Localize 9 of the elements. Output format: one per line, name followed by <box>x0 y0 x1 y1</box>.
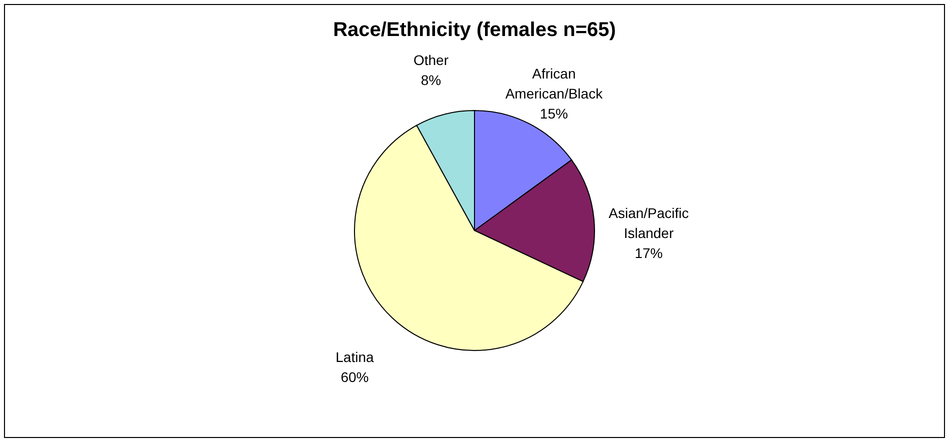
chart-title: Race/Ethnicity (females n=65) <box>333 19 616 41</box>
data-label: 17% <box>634 245 663 262</box>
data-label: 60% <box>340 369 369 386</box>
data-label: 15% <box>540 106 568 122</box>
slice-label: Other <box>413 52 449 68</box>
slice-label: African American/Black <box>505 66 604 102</box>
slice-label: Latina <box>336 349 374 366</box>
data-label: 8% <box>420 72 442 88</box>
slice-label: Asian/Pacific Islander <box>608 205 689 242</box>
